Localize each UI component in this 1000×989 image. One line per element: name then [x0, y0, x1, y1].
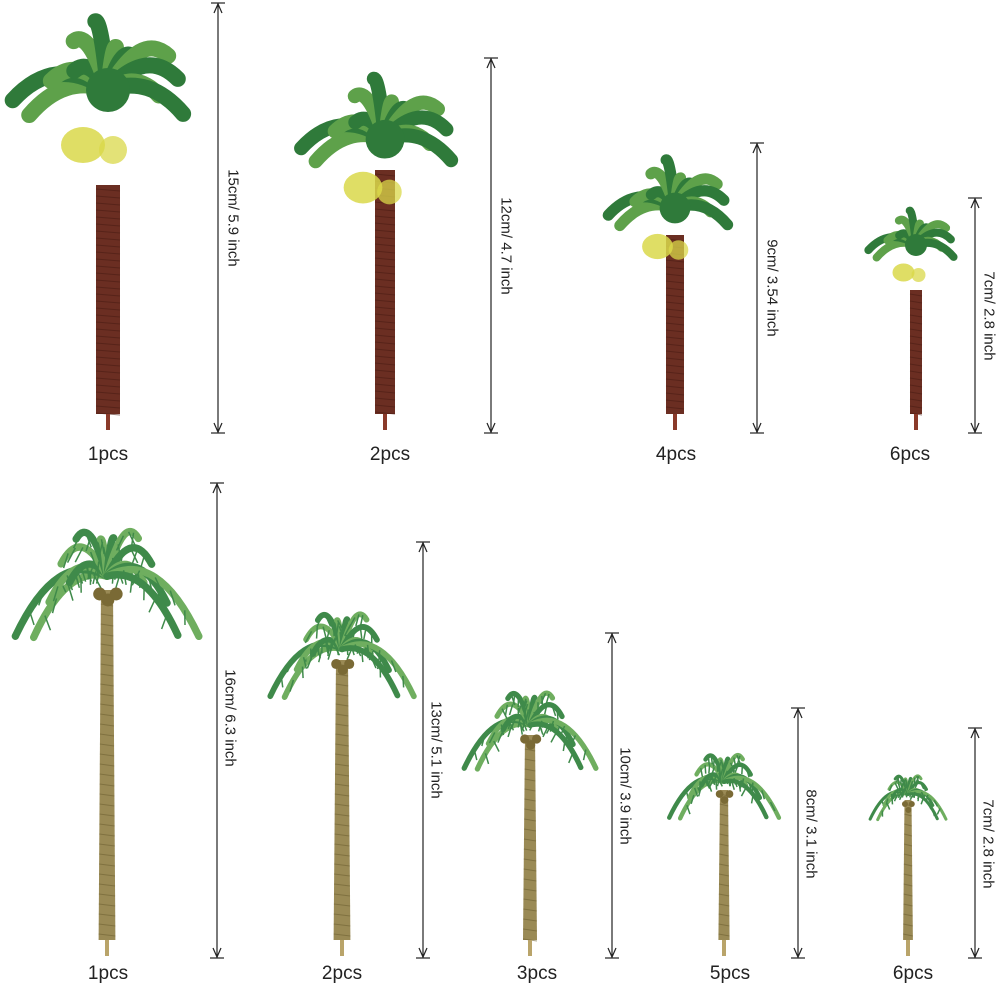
- height-label-bottom-4: 8cm/ 3.1 inch: [803, 789, 820, 878]
- quantity-label-bottom-4: 5pcs: [710, 963, 750, 985]
- height-label-top-4: 7cm/ 2.8 inch: [981, 271, 998, 360]
- quantity-label-bottom-5: 6pcs: [893, 963, 933, 985]
- height-label-bottom-1: 16cm/ 6.3 inch: [222, 669, 239, 767]
- quantity-label-top-4: 6pcs: [890, 444, 930, 466]
- height-label-top-2: 12cm/ 4.7 inch: [498, 197, 515, 295]
- height-label-top-3: 9cm/ 3.54 inch: [764, 239, 781, 337]
- height-label-bottom-5: 7cm/ 2.8 inch: [980, 799, 997, 888]
- quantity-label-bottom-2: 2pcs: [322, 963, 362, 985]
- quantity-label-top-2: 2pcs: [370, 444, 410, 466]
- quantity-label-top-3: 4pcs: [656, 444, 696, 466]
- quantity-label-bottom-3: 3pcs: [517, 963, 557, 985]
- height-label-top-1: 15cm/ 5.9 inch: [225, 169, 242, 267]
- quantity-label-bottom-1: 1pcs: [88, 963, 128, 985]
- height-label-bottom-3: 10cm/ 3.9 inch: [617, 747, 634, 845]
- height-label-bottom-2: 13cm/ 5.1 inch: [428, 701, 445, 799]
- quantity-label-top-1: 1pcs: [88, 444, 128, 466]
